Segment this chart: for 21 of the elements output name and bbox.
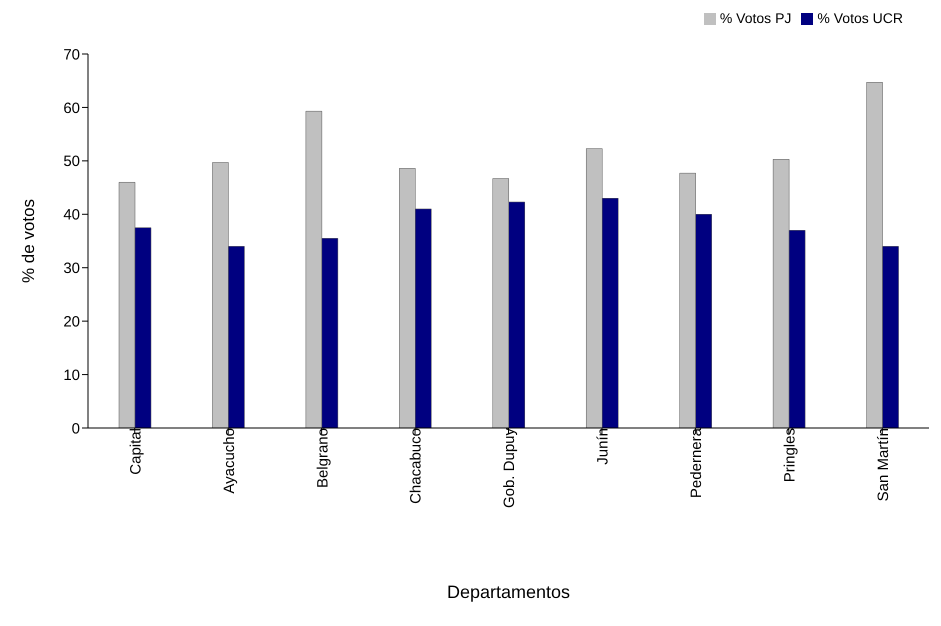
x-tick-label: Ayacucho (220, 428, 238, 494)
y-tick-label: 0 (72, 420, 80, 438)
x-tick-label: Pedernera (688, 427, 706, 498)
x-tick-label: Capital (127, 428, 144, 475)
y-tick-label: 20 (63, 313, 80, 330)
x-tick-label: Junín (594, 428, 612, 465)
y-tick-label: 60 (63, 100, 80, 117)
x-tick-label: San Martín (874, 428, 892, 502)
y-tick-label: 10 (63, 366, 80, 384)
x-tick-label: Pringles (781, 428, 798, 482)
x-tick-label: Belgrano (314, 428, 332, 488)
y-tick-label: 50 (63, 153, 80, 170)
x-tick-label: Gob. Dupuy (501, 428, 518, 508)
y-tick-label: 30 (63, 260, 80, 278)
y-axis-title: % de votos (19, 198, 38, 284)
legend-label: % Votos UCR (817, 10, 903, 26)
x-axis-title: Departamentos (446, 582, 570, 602)
legend-label: % Votos PJ (720, 10, 792, 26)
x-tick-label: Chacabuco (408, 428, 425, 504)
y-tick-label: 40 (63, 206, 80, 224)
y-tick-label: 70 (63, 46, 80, 64)
